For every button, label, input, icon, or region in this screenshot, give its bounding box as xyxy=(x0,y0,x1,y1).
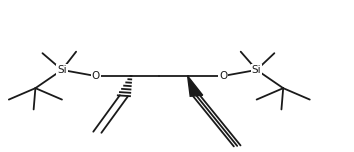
Text: Si: Si xyxy=(252,65,262,75)
Text: O: O xyxy=(219,71,227,81)
Text: Si: Si xyxy=(57,65,67,75)
Text: O: O xyxy=(91,71,100,81)
Polygon shape xyxy=(188,76,203,96)
